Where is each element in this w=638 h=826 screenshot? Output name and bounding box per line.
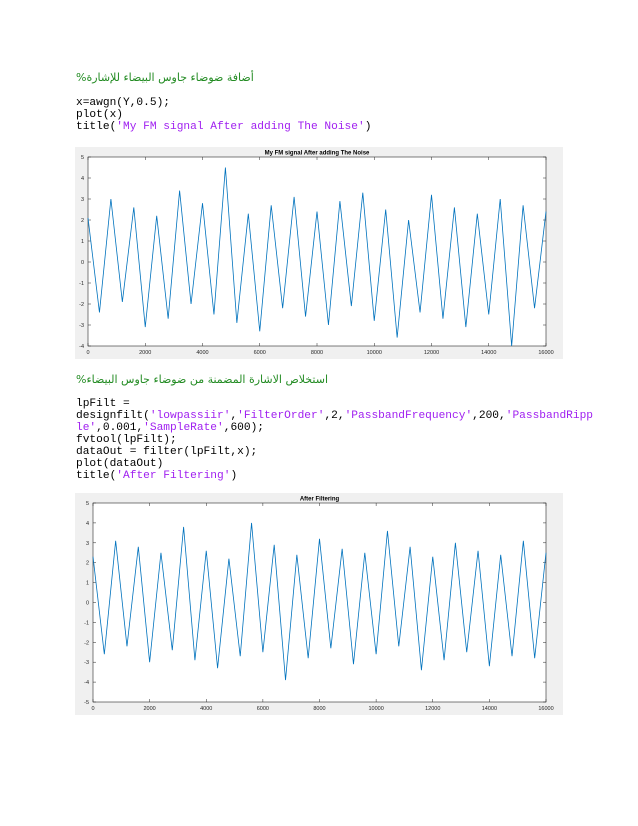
x-tick-label: 10000 [368,706,383,712]
x-tick-label: 6000 [254,350,266,356]
x-tick-label: 12000 [424,350,439,356]
x-tick-label: 14000 [481,350,496,356]
y-tick-label: 5 [86,501,89,507]
y-tick-label: 0 [81,260,84,266]
y-tick-label: -3 [84,660,89,666]
y-tick-label: 1 [81,239,84,245]
chart-title: After Filtering [300,497,340,503]
code-line: lpFilt = [76,398,593,410]
code-line: le',0.001,'SampleRate',600); [76,422,593,434]
code-token: dataOut = filter(lpFilt,x); [76,446,258,458]
code-token: title( [76,121,117,133]
chart: My FM signal After adding The Noise -4 -3 -… [75,147,563,359]
code-line: plot(x) [76,109,371,121]
x-tick-label: 8000 [311,350,323,356]
code-line: title('My FM signal After adding The Noi… [76,121,371,133]
code-token: ,600); [223,422,265,434]
y-tick-label: 4 [81,176,84,182]
y-tick-label: 0 [86,601,89,607]
y-tick-label: -4 [79,344,84,350]
code-token: 'SampleRate' [143,422,224,434]
code-token: ) [364,121,372,133]
code-token: , [230,410,238,422]
x-tick-label: 16000 [538,350,553,356]
comment: أضافة ضوضاء جاوس البيضاء للإشارة% [76,71,254,84]
code-token: plot(dataOut) [76,458,164,470]
code-token: 'PassbandFrequency' [344,410,473,422]
code-token: ,2, [324,410,345,422]
code-token: 'lowpassiir' [149,410,231,422]
x-tick-label: 10000 [367,350,382,356]
x-tick-label: 16000 [538,706,553,712]
x-tick-label: 8000 [313,706,325,712]
x-tick-label: 0 [86,350,89,356]
code-token: ,200, [472,410,506,422]
code-token: 'PassbandRipp [505,410,594,422]
code-block: x=awgn(Y,0.5); plot(x) title('My FM signal… [76,97,371,133]
code-block: lpFilt = designfilt('lowpassiir','FilterO… [76,398,593,482]
y-tick-label: 2 [86,561,89,567]
code-token: title( [76,470,117,482]
y-tick-label: 2 [81,218,84,224]
plot-area [92,502,547,703]
x-tick-label: 2000 [139,350,151,356]
signal-line [87,167,547,347]
code-token: designfilt( [76,410,150,422]
code-line: x=awgn(Y,0.5); [76,97,371,109]
y-tick-label: 3 [86,541,89,547]
y-tick-label: 5 [81,155,84,161]
x-tick-label: 2000 [144,706,156,712]
code-token: fvtool(lpFilt); [76,434,177,446]
y-tick-label: 4 [86,521,89,527]
y-tick-label: -1 [84,620,89,626]
code-line: plot(dataOut) [76,458,593,470]
chart: After Filtering -5 -4 -3 -2 -1 0 1 2 3 4 5 0 2000 4000… [75,493,563,715]
y-tick-label: 3 [81,197,84,203]
x-tick-label: 4000 [196,350,208,356]
code-token: 'FilterOrder' [237,410,325,422]
x-tick-label: 6000 [257,706,269,712]
x-tick-label: 12000 [425,706,440,712]
x-tick-label: 4000 [200,706,212,712]
code-token: le' [76,422,97,434]
code-token: 'After Filtering' [116,470,231,482]
comment: استخلاص الاشارة المضمنة من ضوضاء جاوس ال… [76,373,328,386]
plot-area [87,156,547,347]
y-tick-label: -3 [79,323,84,329]
x-tick-label: 0 [91,706,94,712]
y-tick-label: -4 [84,680,89,686]
code-token: ) [230,470,238,482]
code-token: x=awgn(Y,0.5); [76,97,170,109]
y-tick-label: -5 [84,700,89,706]
chart-title: My FM signal After adding The Noise [265,151,370,157]
y-tick-label: -2 [79,302,84,308]
signal-line [92,522,547,681]
code-line: designfilt('lowpassiir','FilterOrder',2,… [76,410,593,422]
code-token: ,0.001, [96,422,144,434]
y-tick-label: -2 [84,640,89,646]
code-line: title('After Filtering') [76,470,593,482]
code-token: 'My FM signal After adding The Noise' [116,121,365,133]
y-tick-label: 1 [86,581,89,587]
x-tick-label: 14000 [482,706,497,712]
y-tick-label: -1 [79,281,84,287]
code-line: fvtool(lpFilt); [76,434,593,446]
code-token: plot(x) [76,109,123,121]
code-token: lpFilt = [76,398,130,410]
code-line: dataOut = filter(lpFilt,x); [76,446,593,458]
